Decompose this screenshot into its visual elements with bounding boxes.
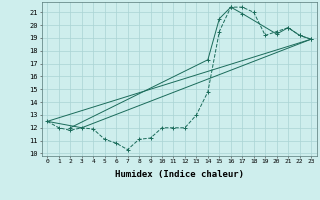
X-axis label: Humidex (Indice chaleur): Humidex (Indice chaleur) bbox=[115, 170, 244, 179]
